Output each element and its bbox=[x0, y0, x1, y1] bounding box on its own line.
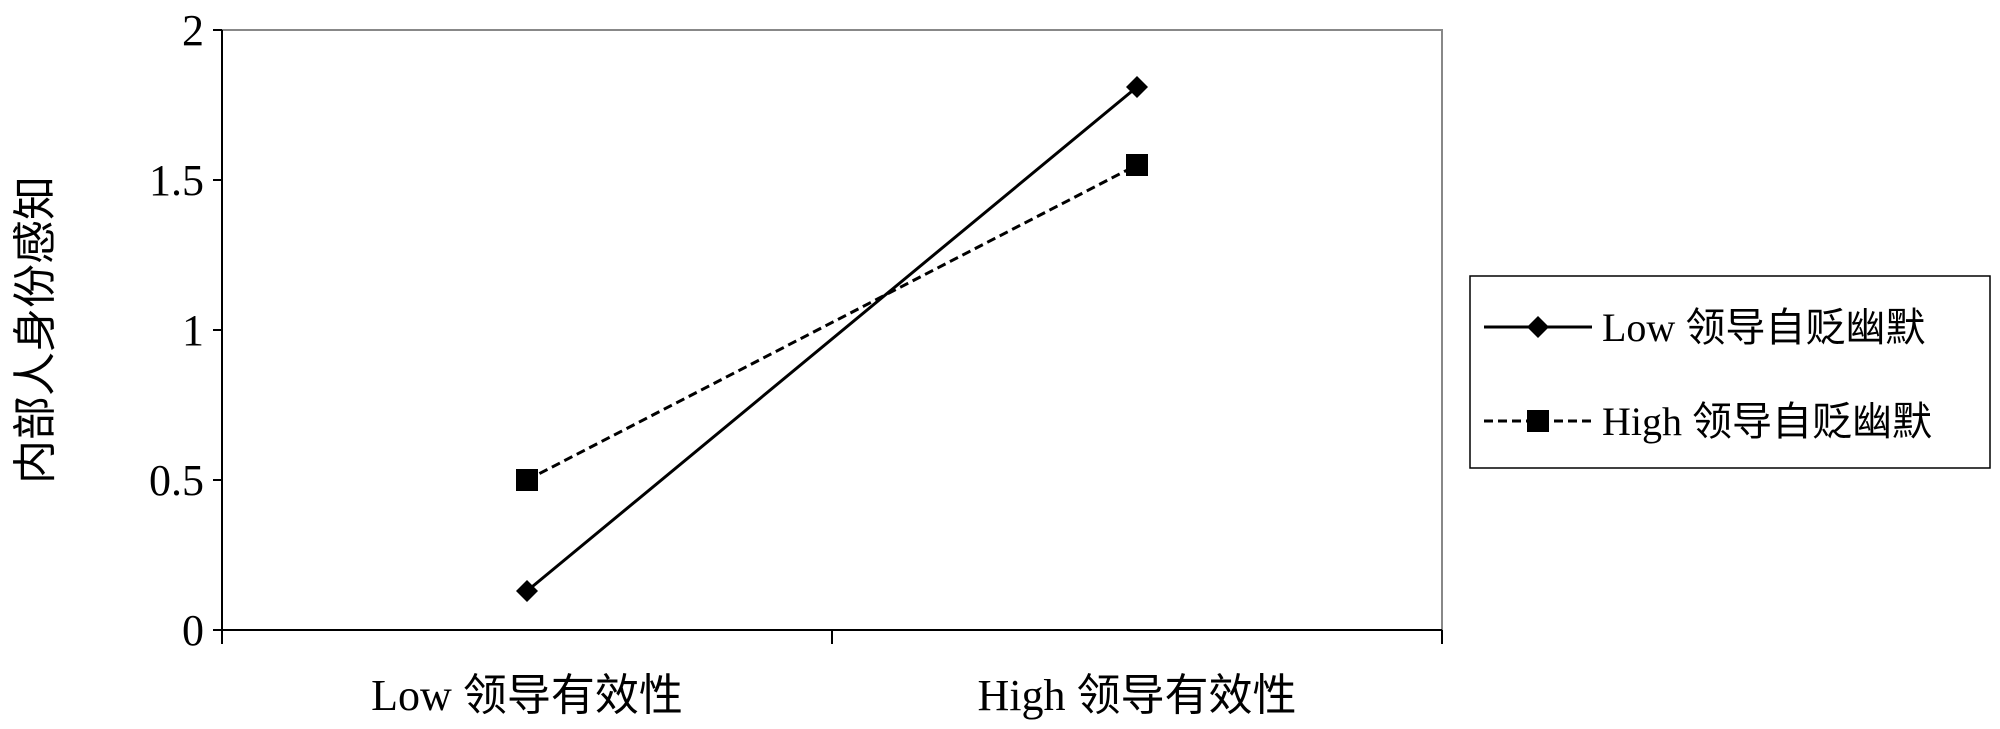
x-tick-label: Low 领导有效性 bbox=[371, 671, 683, 720]
data-point-diamond bbox=[1126, 76, 1148, 98]
x-tick-label: High 领导有效性 bbox=[978, 671, 1297, 720]
y-tick-label: 0 bbox=[182, 606, 204, 655]
y-tick-label: 0.5 bbox=[149, 456, 204, 505]
data-point-diamond bbox=[516, 580, 538, 602]
data-point-square bbox=[1126, 154, 1148, 176]
series-line-1 bbox=[526, 85, 1138, 593]
plot-area bbox=[221, 29, 1443, 631]
y-tick-label: 2 bbox=[182, 6, 204, 55]
series-line-2 bbox=[526, 163, 1138, 482]
data-point-square bbox=[516, 469, 538, 491]
legend-label: Low 领导自贬幽默 bbox=[1602, 305, 1925, 350]
y-tick-label: 1 bbox=[182, 306, 204, 355]
legend-marker-square bbox=[1527, 410, 1549, 432]
y-axis-title: 内部人身份感知 bbox=[10, 176, 61, 484]
legend-box bbox=[1469, 275, 1991, 469]
y-tick-label: 1.5 bbox=[149, 156, 204, 205]
legend-marker-diamond bbox=[1527, 316, 1549, 338]
legend-label: High 领导自贬幽默 bbox=[1602, 399, 1932, 444]
legend: Low 领导自贬幽默 High 领导自贬幽默 bbox=[1469, 275, 1991, 469]
